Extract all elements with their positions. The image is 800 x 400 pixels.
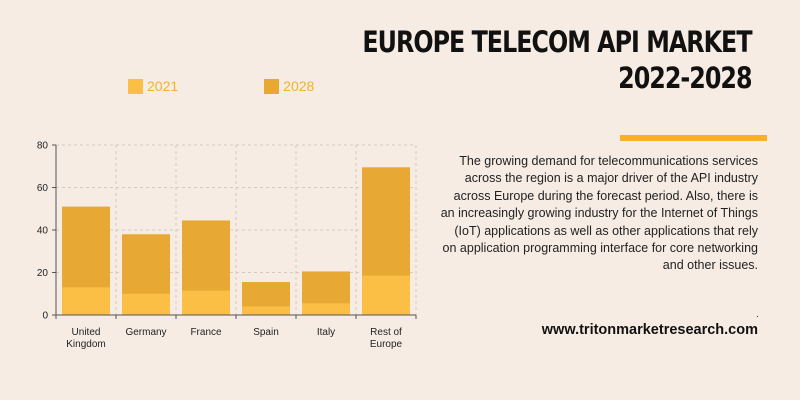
- title-line-2: 2022-2028: [618, 61, 753, 95]
- x-tick-label: Germany: [125, 327, 166, 338]
- bar-chart: United Kingdom Germany France Spain Italy Rest…: [37, 141, 417, 350]
- x-tick-label: Spain: [253, 327, 279, 338]
- legend-label-2021: 2021: [147, 78, 179, 94]
- legend-item-2028: 2028: [264, 78, 314, 94]
- y-tick-label: 0: [42, 311, 48, 322]
- bar-2021: [182, 290, 230, 315]
- y-tick-label: 20: [37, 268, 49, 279]
- legend-swatch-2028: [264, 78, 280, 94]
- bar-2021: [122, 293, 170, 315]
- website-link[interactable]: www.tritonmarketresearch.com: [541, 322, 758, 338]
- legend-item-2021: 2021: [128, 78, 178, 94]
- x-tick-label: France: [190, 327, 222, 338]
- bar-2021: [302, 303, 350, 315]
- accent-bar: [620, 135, 767, 141]
- legend: 2021 2028: [128, 78, 314, 94]
- y-tick-label: 40: [37, 226, 49, 237]
- legend-swatch-2021: [128, 78, 143, 94]
- x-tick-label: Rest of Europe: [370, 327, 403, 350]
- chart-title: EUROPE TELECOM API MARKET 2022-2028: [362, 24, 753, 96]
- x-tick-label: United Kingdom: [66, 327, 105, 350]
- bar-2021: [362, 275, 410, 315]
- y-tick-label: 60: [37, 183, 49, 194]
- bar-2021: [242, 306, 290, 315]
- bar-2021: [62, 287, 110, 315]
- x-tick-label: Italy: [317, 327, 335, 338]
- description-text: The growing demand for telecommunication…: [440, 154, 758, 273]
- y-tick-label: 80: [37, 141, 49, 152]
- legend-label-2028: 2028: [283, 78, 315, 94]
- footer-dot: .: [756, 309, 759, 320]
- title-line-1: EUROPE TELECOM API MARKET: [362, 25, 753, 59]
